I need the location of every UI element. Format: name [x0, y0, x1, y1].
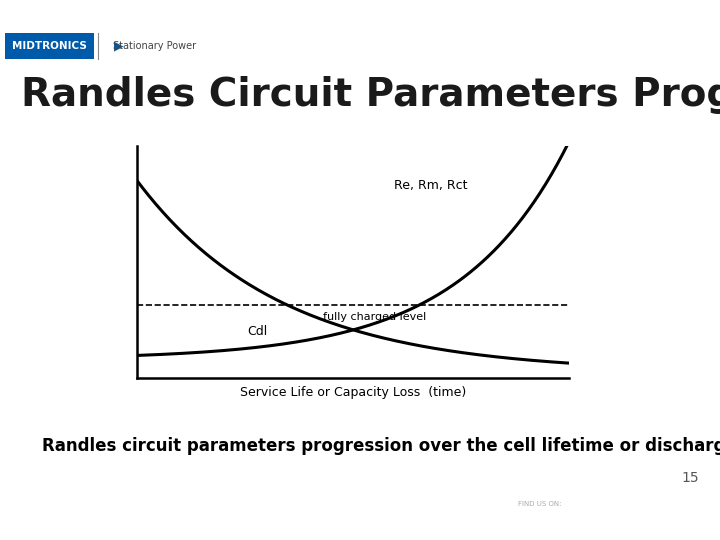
Text: Cdl: Cdl: [248, 325, 268, 338]
FancyBboxPatch shape: [5, 32, 94, 59]
Text: tw: tw: [568, 521, 580, 530]
Text: g+: g+: [680, 521, 693, 530]
Text: ▶: ▶: [114, 39, 124, 52]
Text: Re, Rm, Rct: Re, Rm, Rct: [394, 179, 467, 192]
Text: yt: yt: [606, 521, 616, 530]
Text: Stationary Power: Stationary Power: [113, 41, 196, 51]
Text: 15: 15: [682, 471, 699, 485]
Text: f: f: [647, 521, 651, 530]
Text: Randles Circuit Parameters Progression: Randles Circuit Parameters Progression: [22, 76, 720, 113]
X-axis label: Service Life or Capacity Loss  (time): Service Life or Capacity Loss (time): [240, 386, 466, 400]
Text: MIDTRONICS: MIDTRONICS: [12, 41, 87, 51]
Text: in: in: [532, 521, 541, 530]
Text: Randles circuit parameters progression over the cell lifetime or discharge: Randles circuit parameters progression o…: [42, 437, 720, 455]
Text: FIND US ON:: FIND US ON:: [518, 501, 562, 507]
Text: WWW.MIDTRONICS.COM  |  WWW.STATIONARY-POWER.COM: WWW.MIDTRONICS.COM | WWW.STATIONARY-POWE…: [14, 509, 264, 518]
Text: fully charged level: fully charged level: [323, 312, 426, 322]
